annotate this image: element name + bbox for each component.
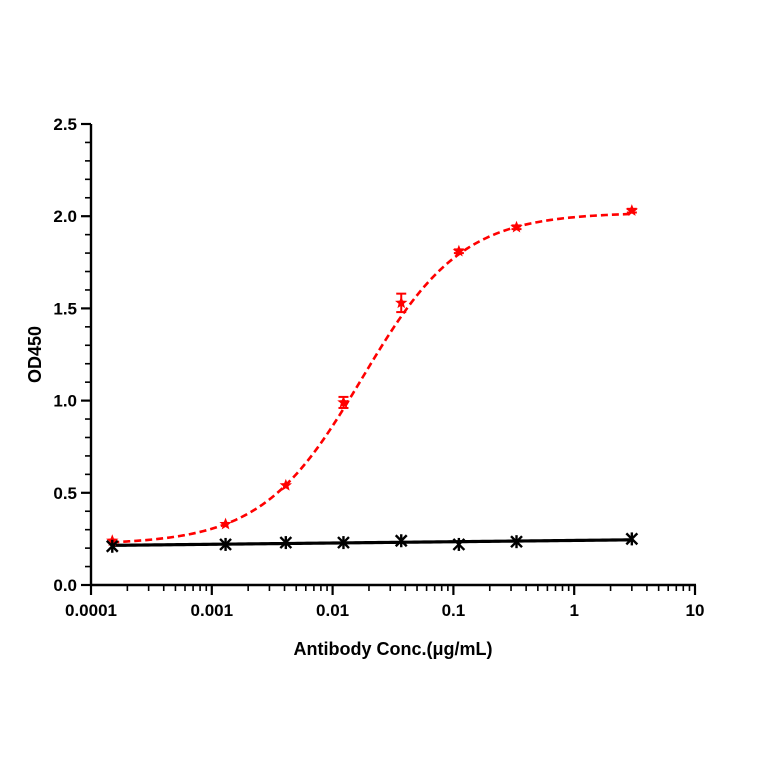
y-tick-label: 0.0 <box>53 576 77 595</box>
red-star-point <box>625 204 639 216</box>
x-tick-label: 0.0001 <box>65 601 117 620</box>
y-axis-ticks: 0.0 0.5 1.0 1.5 2.0 2.5 <box>53 115 91 595</box>
black-asterisk-point <box>279 536 293 550</box>
black-asterisk-point <box>105 539 119 553</box>
red-star-point <box>279 478 293 491</box>
y-tick-label: 1.5 <box>53 299 77 318</box>
red-star-point <box>219 517 232 530</box>
black-asterisk-point <box>625 532 639 546</box>
red-star-point <box>337 395 350 408</box>
black-asterisk-point <box>394 534 408 548</box>
y-axis-label: OD450 <box>25 326 45 383</box>
y-tick-label: 2.0 <box>53 207 77 226</box>
y-tick-label: 1.0 <box>53 392 77 411</box>
red-star-point <box>452 244 466 257</box>
red-star-point <box>510 220 523 233</box>
x-tick-label: 0.001 <box>191 601 234 620</box>
x-tick-label: 0.01 <box>316 601 349 620</box>
black-asterisk-point <box>219 537 232 551</box>
black-asterisk-point <box>510 535 523 549</box>
red-star-point <box>395 296 408 309</box>
x-axis-ticks: 0.0001 0.001 0.01 0.1 1 10 <box>65 585 704 620</box>
x-tick-label: 10 <box>686 601 705 620</box>
plot-area <box>105 204 639 553</box>
x-axis-label: Antibody Conc.(μg/mL) <box>294 639 493 659</box>
x-tick-label: 1 <box>569 601 578 620</box>
black-asterisk-point <box>337 536 350 550</box>
x-tick-label: 0.1 <box>442 601 466 620</box>
y-tick-label: 0.5 <box>53 484 77 503</box>
y-tick-label: 2.5 <box>53 115 77 134</box>
fit-curves <box>112 212 632 547</box>
black-fit-line <box>112 538 632 547</box>
black-asterisk-point <box>452 537 466 551</box>
axes: 0.0001 0.001 0.01 0.1 1 10 0.0 0.5 1.0 1.5 2.0 2.5 <box>53 115 704 620</box>
red-fit-curve <box>112 212 632 544</box>
data-points <box>105 204 639 553</box>
